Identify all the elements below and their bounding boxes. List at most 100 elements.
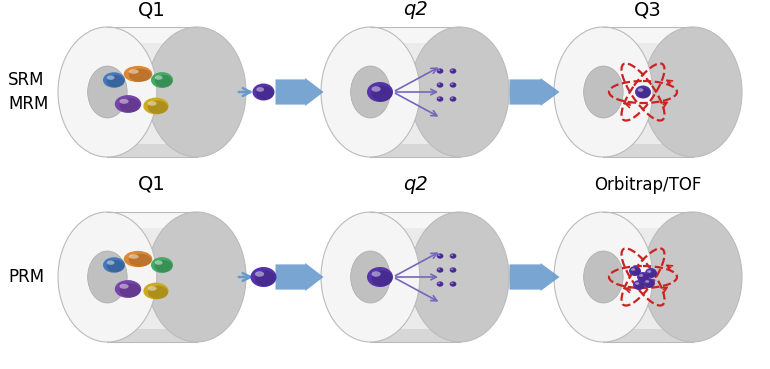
Ellipse shape (107, 75, 125, 87)
Ellipse shape (143, 283, 169, 299)
Polygon shape (107, 329, 196, 342)
Ellipse shape (438, 83, 444, 87)
Ellipse shape (129, 69, 152, 82)
Ellipse shape (450, 268, 456, 273)
Ellipse shape (151, 72, 173, 88)
Ellipse shape (255, 271, 264, 277)
Ellipse shape (148, 286, 156, 291)
Ellipse shape (129, 254, 139, 259)
Ellipse shape (438, 69, 444, 73)
Ellipse shape (437, 96, 444, 102)
Ellipse shape (631, 268, 635, 271)
Ellipse shape (129, 254, 152, 267)
Ellipse shape (119, 98, 141, 113)
Polygon shape (107, 144, 196, 157)
Text: Q3: Q3 (634, 0, 662, 19)
Ellipse shape (639, 274, 648, 282)
Polygon shape (604, 212, 692, 342)
Text: Q1: Q1 (138, 0, 166, 19)
Ellipse shape (155, 260, 172, 273)
Text: Orbitrap/TOF: Orbitrap/TOF (594, 176, 701, 193)
Ellipse shape (645, 280, 654, 288)
Ellipse shape (637, 272, 649, 282)
Ellipse shape (647, 270, 651, 273)
Ellipse shape (450, 83, 456, 87)
Ellipse shape (450, 267, 457, 273)
Ellipse shape (450, 82, 457, 88)
Ellipse shape (635, 86, 651, 99)
Ellipse shape (639, 274, 643, 277)
Ellipse shape (103, 257, 125, 273)
Polygon shape (107, 212, 196, 228)
Ellipse shape (450, 97, 454, 99)
Ellipse shape (372, 86, 380, 92)
Polygon shape (276, 263, 323, 291)
Ellipse shape (438, 283, 440, 284)
Polygon shape (510, 263, 560, 291)
Ellipse shape (643, 278, 655, 288)
Ellipse shape (103, 72, 125, 88)
Polygon shape (370, 27, 460, 157)
Ellipse shape (437, 254, 444, 259)
Ellipse shape (450, 83, 454, 85)
Ellipse shape (129, 69, 139, 74)
Ellipse shape (450, 281, 457, 287)
Polygon shape (276, 78, 323, 106)
Ellipse shape (253, 83, 274, 100)
Ellipse shape (124, 251, 152, 267)
Ellipse shape (438, 97, 444, 101)
Ellipse shape (450, 255, 454, 256)
Ellipse shape (107, 76, 115, 80)
Ellipse shape (321, 212, 420, 342)
Ellipse shape (643, 212, 742, 342)
Ellipse shape (633, 280, 645, 290)
Ellipse shape (256, 87, 264, 92)
Ellipse shape (58, 212, 157, 342)
Polygon shape (604, 212, 692, 228)
Polygon shape (370, 212, 460, 342)
Ellipse shape (367, 82, 393, 102)
Ellipse shape (645, 268, 657, 278)
Ellipse shape (151, 257, 173, 273)
Ellipse shape (554, 27, 653, 157)
Ellipse shape (638, 88, 644, 92)
Ellipse shape (58, 27, 157, 157)
Ellipse shape (250, 267, 276, 287)
Ellipse shape (450, 97, 456, 101)
Ellipse shape (372, 86, 393, 101)
Ellipse shape (155, 75, 162, 80)
Ellipse shape (437, 68, 444, 74)
Ellipse shape (647, 270, 657, 278)
Ellipse shape (256, 86, 274, 100)
Ellipse shape (629, 266, 641, 276)
Polygon shape (604, 27, 692, 157)
Ellipse shape (450, 96, 457, 102)
Ellipse shape (350, 251, 390, 303)
Ellipse shape (410, 27, 509, 157)
Text: Q1: Q1 (138, 175, 166, 194)
Ellipse shape (635, 282, 644, 290)
Ellipse shape (450, 282, 456, 286)
Ellipse shape (107, 261, 115, 265)
Text: q2: q2 (403, 175, 427, 194)
Ellipse shape (143, 97, 169, 114)
Polygon shape (370, 27, 460, 42)
Ellipse shape (638, 88, 651, 98)
Ellipse shape (155, 261, 162, 265)
Ellipse shape (438, 255, 440, 256)
Ellipse shape (438, 69, 440, 71)
Ellipse shape (124, 66, 152, 82)
Ellipse shape (410, 212, 509, 342)
Polygon shape (107, 27, 196, 42)
Ellipse shape (148, 286, 168, 299)
Polygon shape (604, 329, 692, 342)
Text: SRM
MRM: SRM MRM (8, 71, 49, 113)
Polygon shape (370, 212, 460, 228)
Ellipse shape (148, 100, 168, 114)
Ellipse shape (584, 251, 623, 303)
Ellipse shape (450, 254, 456, 259)
Ellipse shape (350, 66, 390, 118)
Ellipse shape (450, 69, 456, 73)
Ellipse shape (372, 271, 380, 277)
Ellipse shape (367, 267, 393, 287)
